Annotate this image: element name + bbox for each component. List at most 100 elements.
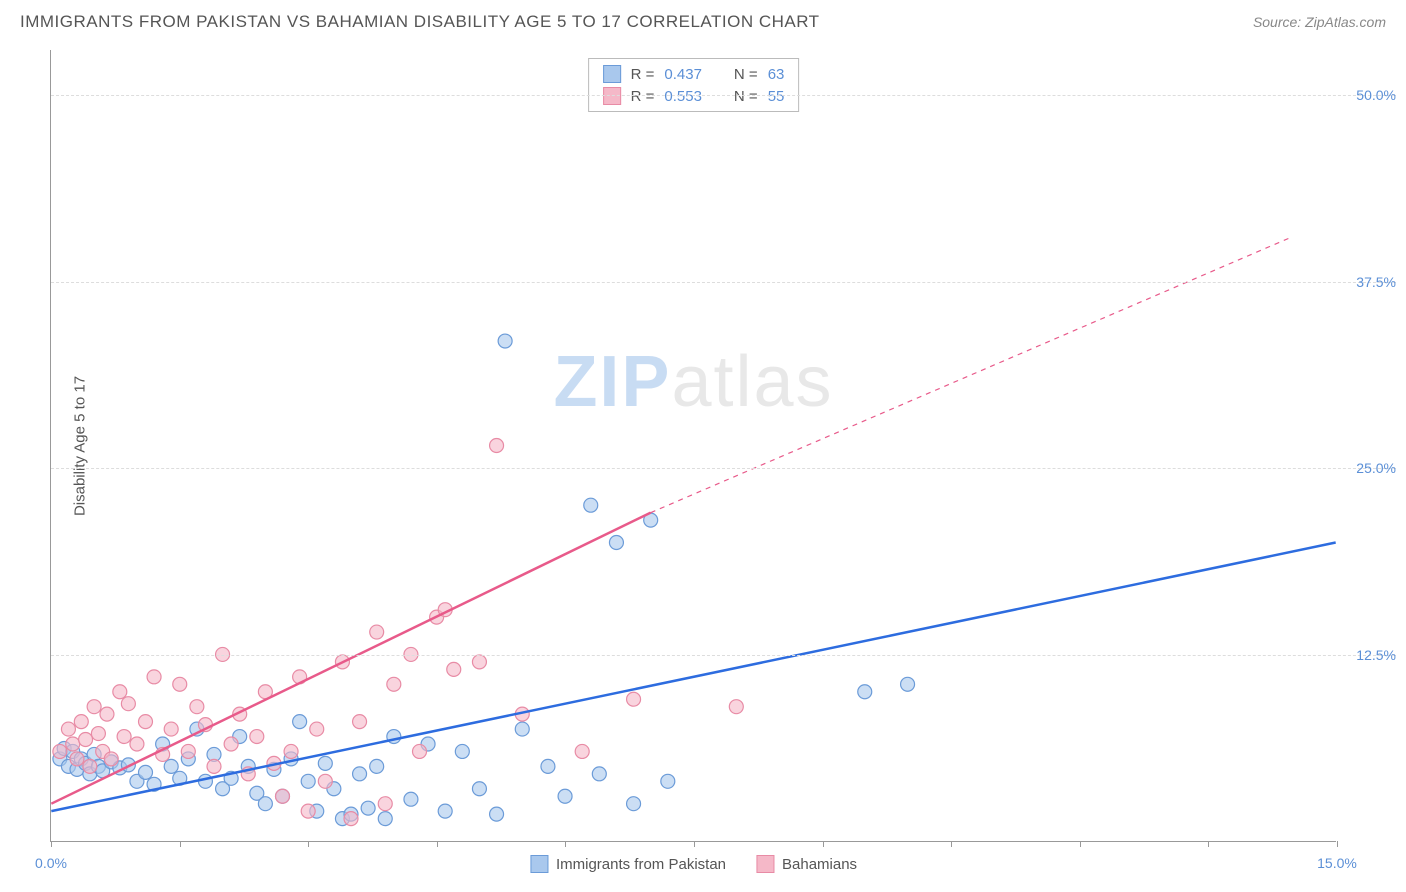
gridline xyxy=(51,468,1396,469)
data-point xyxy=(293,715,307,729)
x-tick xyxy=(694,841,695,847)
data-point xyxy=(592,767,606,781)
data-point xyxy=(404,792,418,806)
data-point xyxy=(276,789,290,803)
data-point xyxy=(729,700,743,714)
data-point xyxy=(139,715,153,729)
data-point xyxy=(310,722,324,736)
data-point xyxy=(117,730,131,744)
chart-header: IMMIGRANTS FROM PAKISTAN VS BAHAMIAN DIS… xyxy=(0,0,1406,40)
chart-title: IMMIGRANTS FROM PAKISTAN VS BAHAMIAN DIS… xyxy=(20,12,820,32)
trend-line xyxy=(51,513,650,804)
data-point xyxy=(100,707,114,721)
data-point xyxy=(627,797,641,811)
data-point xyxy=(61,722,75,736)
data-point xyxy=(66,737,80,751)
data-point xyxy=(498,334,512,348)
chart-plot-area: ZIPatlas R =0.437N =63R =0.553N =55 Immi… xyxy=(50,50,1336,842)
stats-n-value: 63 xyxy=(768,66,785,83)
data-point xyxy=(541,759,555,773)
legend-label: Bahamians xyxy=(782,856,857,873)
data-point xyxy=(139,765,153,779)
x-tick xyxy=(823,841,824,847)
x-tick-label: 15.0% xyxy=(1317,855,1357,871)
data-point xyxy=(901,677,915,691)
data-point xyxy=(515,722,529,736)
data-point xyxy=(207,759,221,773)
legend-item: Immigrants from Pakistan xyxy=(530,855,726,873)
data-point xyxy=(344,812,358,826)
data-point xyxy=(258,797,272,811)
data-point xyxy=(198,774,212,788)
gridline xyxy=(51,282,1396,283)
data-point xyxy=(130,737,144,751)
data-point xyxy=(609,536,623,550)
stats-n-label: N = xyxy=(734,66,758,83)
data-point xyxy=(301,804,315,818)
gridline xyxy=(51,95,1396,96)
data-point xyxy=(79,733,93,747)
data-point xyxy=(378,797,392,811)
data-point xyxy=(413,744,427,758)
data-point xyxy=(53,744,67,758)
data-point xyxy=(74,715,88,729)
data-point xyxy=(121,697,135,711)
stats-r-value: 0.437 xyxy=(664,66,702,83)
trend-line xyxy=(51,543,1335,812)
stats-legend-row: R =0.437N =63 xyxy=(603,63,785,85)
legend-item: Bahamians xyxy=(756,855,857,873)
data-point xyxy=(387,677,401,691)
x-tick xyxy=(565,841,566,847)
x-tick xyxy=(308,841,309,847)
x-tick xyxy=(51,841,52,847)
data-point xyxy=(353,715,367,729)
data-point xyxy=(472,782,486,796)
data-point xyxy=(70,752,84,766)
data-point xyxy=(455,744,469,758)
stats-r-value: 0.553 xyxy=(664,88,702,105)
data-point xyxy=(361,801,375,815)
data-point xyxy=(575,744,589,758)
stats-legend: R =0.437N =63R =0.553N =55 xyxy=(588,58,800,112)
legend-swatch xyxy=(756,855,774,873)
gridline xyxy=(51,655,1396,656)
data-point xyxy=(438,804,452,818)
x-tick xyxy=(951,841,952,847)
y-tick-label: 25.0% xyxy=(1356,460,1396,476)
stats-n-value: 55 xyxy=(768,88,785,105)
legend-swatch xyxy=(603,65,621,83)
data-point xyxy=(661,774,675,788)
data-point xyxy=(190,700,204,714)
data-point xyxy=(147,670,161,684)
data-point xyxy=(164,759,178,773)
data-point xyxy=(858,685,872,699)
stats-n-label: N = xyxy=(734,88,758,105)
data-point xyxy=(173,677,187,691)
data-point xyxy=(104,752,118,766)
x-tick xyxy=(1080,841,1081,847)
data-point xyxy=(378,812,392,826)
data-point xyxy=(370,759,384,773)
data-point xyxy=(353,767,367,781)
data-point xyxy=(284,744,298,758)
data-point xyxy=(627,692,641,706)
stats-r-label: R = xyxy=(631,88,655,105)
data-point xyxy=(301,774,315,788)
data-point xyxy=(490,439,504,453)
data-point xyxy=(224,737,238,751)
series-legend: Immigrants from Pakistan Bahamians xyxy=(530,855,857,873)
y-tick-label: 50.0% xyxy=(1356,87,1396,103)
y-tick-label: 37.5% xyxy=(1356,274,1396,290)
x-tick xyxy=(437,841,438,847)
data-point xyxy=(318,774,332,788)
data-point xyxy=(447,662,461,676)
y-tick-label: 12.5% xyxy=(1356,647,1396,663)
data-point xyxy=(91,727,105,741)
data-point xyxy=(558,789,572,803)
legend-swatch xyxy=(530,855,548,873)
chart-source: Source: ZipAtlas.com xyxy=(1253,14,1386,30)
data-point xyxy=(250,730,264,744)
x-tick xyxy=(180,841,181,847)
data-point xyxy=(164,722,178,736)
data-point xyxy=(472,655,486,669)
